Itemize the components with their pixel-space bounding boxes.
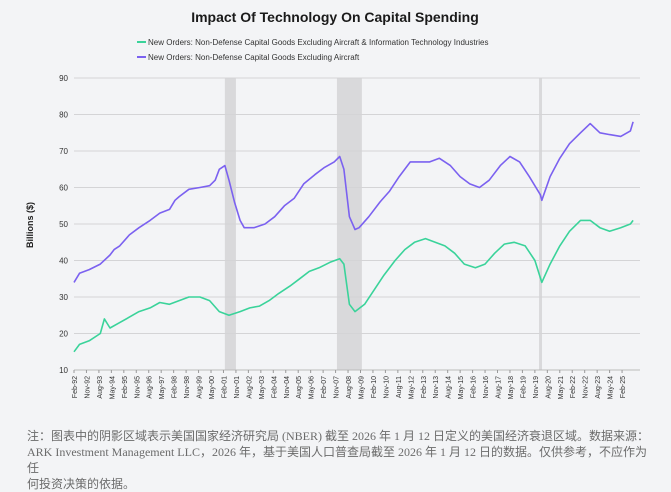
x-tick-label: Nov-95 xyxy=(134,376,141,399)
x-tick-label: Feb-01 xyxy=(221,376,228,398)
y-tick-label: 40 xyxy=(59,257,68,266)
x-tick-label: Aug-08 xyxy=(346,376,353,399)
x-tick-label: Aug-96 xyxy=(147,376,154,399)
y-tick-label: 30 xyxy=(59,293,68,302)
x-tick-label: Feb-16 xyxy=(471,376,478,398)
x-tick-label: Feb-95 xyxy=(122,376,129,398)
x-tick-label: Nov-16 xyxy=(483,376,490,399)
x-tick-label: May-12 xyxy=(408,376,415,399)
footnote-line-3: 何投资决策的依据。 xyxy=(27,477,136,491)
x-tick-label: Feb-04 xyxy=(271,376,278,398)
y-tick-label: 20 xyxy=(59,330,68,339)
x-tick-label: Feb-07 xyxy=(321,376,328,398)
x-tick-label: Aug-93 xyxy=(97,376,104,399)
y-tick-label: 10 xyxy=(59,366,68,375)
x-tick-label: May-03 xyxy=(259,376,266,399)
x-tick-label: Aug-14 xyxy=(446,376,453,399)
x-tick-label: May-18 xyxy=(508,376,515,399)
x-tick-label: Aug-02 xyxy=(246,376,253,399)
x-tick-label: Feb-19 xyxy=(520,376,527,398)
y-tick-label: 80 xyxy=(59,111,68,120)
x-tick-label: Aug-20 xyxy=(545,376,552,399)
chart-title: Impact Of Technology On Capital Spending xyxy=(191,9,479,25)
y-tick-label: 70 xyxy=(59,147,68,156)
x-tick-label: Nov-10 xyxy=(383,376,390,399)
x-tick-label: Aug-23 xyxy=(595,376,602,399)
x-tick-label: Aug-99 xyxy=(197,376,204,399)
footnote-line-2: ARK Investment Management LLC，2026 年，基于美… xyxy=(27,445,647,475)
x-tick-label: Nov-13 xyxy=(433,376,440,399)
x-tick-label: May-21 xyxy=(558,376,565,399)
legend: New Orders: Non-Defense Capital Goods Ex… xyxy=(137,38,488,62)
x-tick-label: Nov-19 xyxy=(533,376,540,399)
x-tick-label: May-24 xyxy=(608,376,615,399)
footnote-line-1: 注：图表中的阴影区域表示美国国家经济研究局 (NBER) 截至 2026 年 1… xyxy=(27,429,649,443)
series-line-core xyxy=(73,121,634,283)
x-tick-label: Feb-92 xyxy=(72,376,79,398)
x-tick-label: Feb-13 xyxy=(421,376,428,398)
x-tick-label: May-00 xyxy=(209,376,216,399)
x-tick-label: May-09 xyxy=(358,376,365,399)
x-tick-label: Feb-98 xyxy=(172,376,179,398)
legend-label-core: New Orders: Non-Defense Capital Goods Ex… xyxy=(148,53,360,62)
x-tick-label: Nov-92 xyxy=(84,376,91,399)
x-tick-label: Nov-98 xyxy=(184,376,191,399)
x-tick-label: May-06 xyxy=(309,376,316,399)
line-chart: Impact Of Technology On Capital Spending… xyxy=(25,9,640,399)
x-tick-label: Nov-22 xyxy=(583,376,590,399)
y-axis-label: Billions ($) xyxy=(25,202,35,248)
y-tick-label: 50 xyxy=(59,220,68,229)
x-tick-label: Feb-22 xyxy=(570,376,577,398)
series-line-it-excluded xyxy=(73,219,634,353)
y-tick-label: 90 xyxy=(59,74,68,83)
x-tick-label: Nov-04 xyxy=(284,376,291,399)
x-tick-label: May-94 xyxy=(109,376,116,399)
footnote: 注：图表中的阴影区域表示美国国家经济研究局 (NBER) 截至 2026 年 1… xyxy=(27,428,657,492)
x-tick-label: Feb-25 xyxy=(620,376,627,398)
x-tick-label: Nov-07 xyxy=(334,376,341,399)
x-tick-label: Nov-01 xyxy=(234,376,241,399)
x-tick-label: Feb-10 xyxy=(371,376,378,398)
x-tick-label: Aug-05 xyxy=(296,376,303,399)
y-tick-label: 60 xyxy=(59,184,68,193)
x-tick-label: May-15 xyxy=(458,376,465,399)
x-tick-label: Aug-11 xyxy=(396,376,403,398)
x-tick-label: May-97 xyxy=(159,376,166,399)
x-tick-label: Aug-17 xyxy=(496,376,503,399)
legend-label-it-excluded: New Orders: Non-Defense Capital Goods Ex… xyxy=(148,38,488,47)
